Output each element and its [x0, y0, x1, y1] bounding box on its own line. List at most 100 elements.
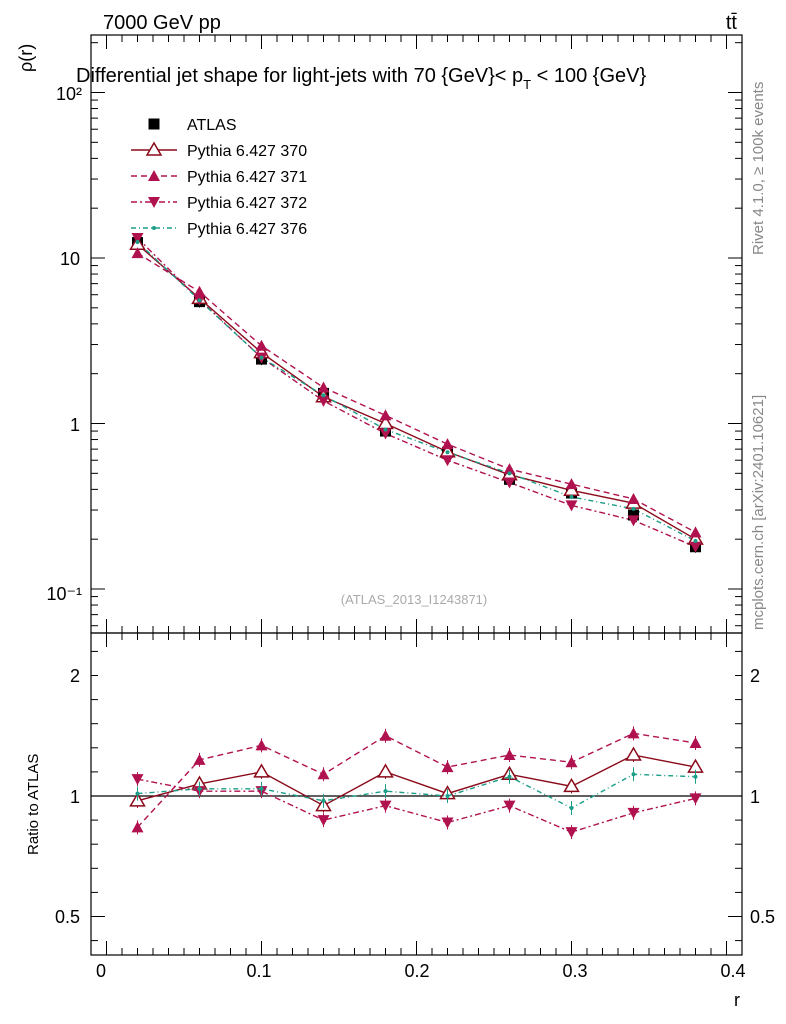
data-point	[628, 509, 639, 521]
data-point	[507, 471, 512, 476]
main-ytick-label: 1	[70, 415, 80, 435]
data-point	[317, 381, 330, 393]
data-point	[131, 233, 144, 245]
series-line-pythia-6.427-371	[137, 252, 696, 533]
ratio-point	[565, 756, 578, 768]
data-point	[627, 515, 640, 527]
process-label: tt̄	[726, 12, 738, 34]
ratio-point	[377, 763, 394, 778]
ratio-ytick-label: 1	[70, 787, 80, 807]
ratio-point	[193, 753, 206, 765]
ratio-point	[441, 817, 454, 829]
legend-label: Pythia 6.427 370	[187, 143, 307, 160]
ratio-point	[693, 774, 698, 779]
ratio-ytick-label-right: 0.5	[750, 907, 775, 927]
ratio-point	[441, 761, 454, 773]
ratio-ylabel: Ratio to ATLAS	[25, 754, 42, 855]
legend-label: Pythia 6.427 372	[187, 195, 307, 212]
data-point	[197, 298, 202, 303]
data-point	[259, 355, 264, 360]
data-point	[441, 455, 454, 467]
xtick-label: 0.3	[562, 961, 587, 981]
legend-marker	[152, 226, 156, 230]
ratio-line-pythia-6.427-372	[137, 778, 696, 833]
main-ytick-label: 10²	[56, 84, 82, 104]
source-label: mcplots.cern.ch [arXiv:2401.10621]	[750, 395, 767, 630]
legend-label: Pythia 6.427 371	[187, 169, 307, 186]
ratio-ytick-label-right: 1	[750, 787, 760, 807]
legend-marker	[145, 141, 163, 156]
data-point	[689, 526, 702, 538]
data-point	[689, 541, 702, 553]
legend-marker	[148, 197, 160, 208]
ratio-point	[255, 739, 268, 751]
xtick-label: 0.2	[404, 961, 429, 981]
ratio-point	[507, 774, 512, 779]
axis-ticks	[91, 35, 742, 955]
legend-label: ATLAS	[187, 117, 237, 134]
data-point	[193, 285, 206, 297]
legend: ATLAS Pythia 6.427 370 Pythia 6.427 371 Pyt…	[131, 117, 307, 238]
ratio-ytick-label: 0.5	[55, 907, 80, 927]
data-point	[569, 494, 574, 499]
ratio-point	[131, 821, 144, 833]
ratio-point	[135, 791, 140, 796]
main-ylabel: ρ(r)	[16, 44, 36, 72]
ratio-line-pythia-6.427-376	[137, 773, 696, 809]
ratio-point	[197, 786, 202, 791]
ratio-point	[569, 806, 574, 811]
ratio-point	[503, 800, 516, 812]
data-point	[383, 427, 388, 432]
data-point	[379, 428, 392, 440]
data-point	[135, 239, 140, 244]
ratio-line-pythia-6.427-370	[137, 754, 696, 807]
xtick-label: 0	[96, 961, 106, 981]
data-point	[317, 395, 330, 407]
series-line-pythia-6.427-376	[137, 241, 696, 542]
data-point	[565, 478, 578, 490]
ratio-point	[689, 736, 702, 748]
ratio-point	[625, 746, 642, 761]
data-point	[445, 450, 450, 455]
data-point	[693, 538, 698, 543]
series-line-pythia-6.427-372	[137, 237, 696, 548]
ratio-point	[131, 774, 144, 786]
ratio-point	[379, 729, 392, 741]
ratio-ytick-label-right: 2	[750, 666, 760, 686]
xtick-label: 0.1	[246, 961, 271, 981]
ratio-point	[317, 815, 330, 827]
ratio-point	[253, 763, 270, 778]
legend-marker	[148, 170, 160, 181]
ratio-point	[259, 786, 264, 791]
data-point	[627, 492, 640, 504]
data-point	[503, 477, 516, 489]
ratio-point	[503, 749, 516, 761]
xtick-label: 0.4	[720, 961, 745, 981]
ratio-xlabel: r	[734, 990, 740, 1010]
data-point	[565, 500, 578, 512]
ratio-point	[627, 727, 640, 739]
data-point	[131, 247, 144, 259]
main-ytick-label: 10	[60, 249, 80, 269]
ratio-ytick-label: 2	[70, 666, 80, 686]
rivet-label: Rivet 4.1.0, ≥ 100k events	[750, 82, 767, 255]
ratio-point	[321, 798, 326, 803]
series-line-pythia-6.427-370	[137, 243, 696, 540]
ratio-point	[445, 794, 450, 798]
ratio-point	[383, 789, 388, 794]
energy-label: 7000 GeV pp	[103, 12, 221, 34]
data-point	[255, 339, 268, 351]
data-point	[441, 438, 454, 450]
ratio-series-layer	[129, 726, 704, 840]
ratio-point	[631, 772, 636, 777]
legend-label: Pythia 6.427 376	[187, 221, 307, 238]
main-ytick-label: 10⁻¹	[46, 584, 82, 604]
data-point	[631, 506, 636, 511]
ratio-point	[317, 768, 330, 780]
data-point	[321, 393, 326, 398]
ratio-point	[379, 800, 392, 812]
analysis-watermark: (ATLAS_2013_I1243871)	[341, 592, 487, 607]
data-point	[503, 463, 516, 475]
ratio-point	[689, 793, 702, 805]
